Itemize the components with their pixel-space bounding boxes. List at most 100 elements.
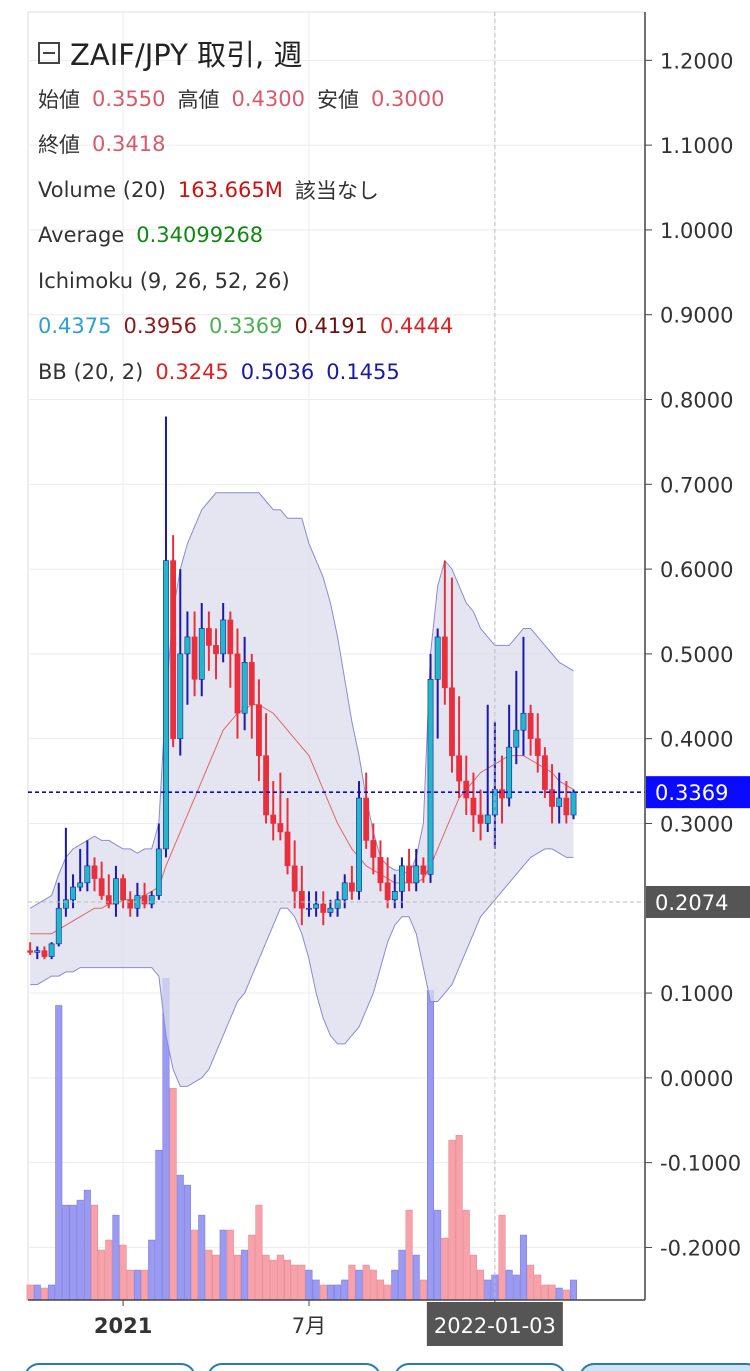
- candle-body: [241, 662, 248, 714]
- candle-body: [399, 865, 405, 892]
- candle-body: [413, 865, 420, 884]
- candle-body: [563, 797, 570, 816]
- candle-body: [220, 619, 227, 655]
- candle-body: [34, 950, 41, 953]
- candle-body: [449, 687, 455, 756]
- legend-text: 始値: [38, 87, 80, 112]
- button[interactable]: [580, 1363, 750, 1371]
- legend-row: Ichimoku (9, 26, 52, 26): [38, 258, 638, 304]
- volume-bar: [119, 1244, 127, 1301]
- candle-body: [391, 890, 398, 901]
- volume-bar: [83, 1189, 91, 1301]
- legend-text: 0.34099268: [136, 223, 264, 248]
- button[interactable]: [395, 1363, 565, 1371]
- candle-body: [420, 865, 427, 875]
- volume-bar: [48, 1284, 56, 1301]
- volume-bar: [291, 1264, 299, 1301]
- candle-body: [163, 560, 169, 850]
- candle-body: [377, 857, 384, 884]
- volume-bar: [248, 1234, 256, 1301]
- candle-body: [84, 865, 91, 884]
- volume-bar: [498, 1214, 506, 1301]
- y-tick-label: 0.9000: [660, 304, 733, 328]
- button[interactable]: [208, 1363, 380, 1371]
- chart-title: ZAIF/JPY 取引, 週: [70, 38, 303, 72]
- candle-body: [456, 755, 463, 782]
- volume-bar: [448, 1139, 456, 1301]
- x-tick-label: 7月: [292, 1314, 326, 1338]
- candle-body: [91, 865, 98, 879]
- volume-bar: [255, 1204, 263, 1301]
- volume-bar: [326, 1284, 334, 1301]
- volume-bar: [305, 1269, 313, 1301]
- legend-text: 終値: [38, 133, 80, 158]
- candle-body: [441, 636, 448, 689]
- volume-bar: [269, 1259, 277, 1301]
- volume-bar: [112, 1214, 120, 1301]
- candle-body: [198, 628, 205, 680]
- volume-bar: [398, 1249, 406, 1301]
- legend-row: Volume (20) 163.665M 該当なし: [38, 167, 638, 213]
- x-tick-label: 2022-01-03: [434, 1314, 556, 1338]
- volume-bar: [148, 1239, 156, 1301]
- candle-body: [270, 814, 277, 824]
- candle-body: [306, 907, 312, 910]
- volume-bar: [362, 1264, 370, 1301]
- candle-body: [55, 907, 62, 945]
- button[interactable]: [25, 1363, 195, 1371]
- candle-body: [70, 886, 76, 901]
- overlays: 0.3369 0.2074: [28, 12, 750, 1300]
- candle-body: [141, 895, 148, 905]
- candle-body: [127, 899, 134, 909]
- candle-body: [48, 943, 55, 957]
- volume-bar: [233, 1254, 241, 1301]
- candle-body: [427, 679, 434, 875]
- candle-body: [284, 831, 291, 867]
- candle-body: [334, 899, 341, 909]
- legend-text: 0.4300: [231, 86, 305, 111]
- volume-bar: [519, 1234, 527, 1301]
- volume-bar: [534, 1274, 542, 1301]
- legend-text: 該当なし: [294, 178, 379, 203]
- volume-bar: [105, 1239, 113, 1301]
- candle-body: [120, 878, 126, 901]
- legend-text: 0.1455: [326, 359, 400, 384]
- legend-text: Volume (20): [38, 177, 166, 202]
- legend-text: 安値: [316, 87, 359, 112]
- volume-bar: [348, 1264, 356, 1301]
- legend-text: 163.665M: [177, 177, 283, 202]
- bb-middle: [30, 704, 574, 935]
- volume-bar: [226, 1229, 234, 1301]
- legend-row: 終値 0.3418: [38, 122, 638, 168]
- candle-body: [113, 878, 119, 905]
- price-label: 0.3369: [655, 781, 728, 805]
- candle-body: [370, 840, 377, 858]
- y-tick-label: -0.2000: [660, 1236, 741, 1260]
- volume-bar: [484, 1279, 492, 1301]
- volume-bar: [176, 1174, 184, 1301]
- candle-body: [499, 789, 505, 799]
- volume-bar: [126, 1269, 134, 1301]
- candle-body: [341, 882, 348, 901]
- volume-bar: [155, 1149, 163, 1301]
- candle-body: [41, 950, 48, 957]
- legend-text: 高値: [177, 87, 220, 112]
- candle-body: [170, 560, 177, 739]
- legend-text: 0.3956: [123, 314, 197, 339]
- candle-body: [542, 755, 548, 790]
- volume-bar: [426, 990, 435, 1301]
- volume-bar: [212, 1254, 220, 1301]
- y-tick-label: 1.2000: [660, 49, 733, 73]
- collapse-icon[interactable]: [38, 42, 60, 64]
- candle-body: [105, 895, 112, 905]
- legend-text: 0.3245: [155, 359, 229, 384]
- volume-bar: [434, 1209, 442, 1301]
- y-tick-label: 0.6000: [660, 558, 733, 582]
- candle-body: [470, 797, 477, 816]
- volume-bar: [477, 1269, 485, 1301]
- legend-text: 0.3550: [92, 86, 166, 111]
- y-tick-label: 0.4000: [660, 728, 733, 752]
- volume-bar: [527, 1264, 535, 1301]
